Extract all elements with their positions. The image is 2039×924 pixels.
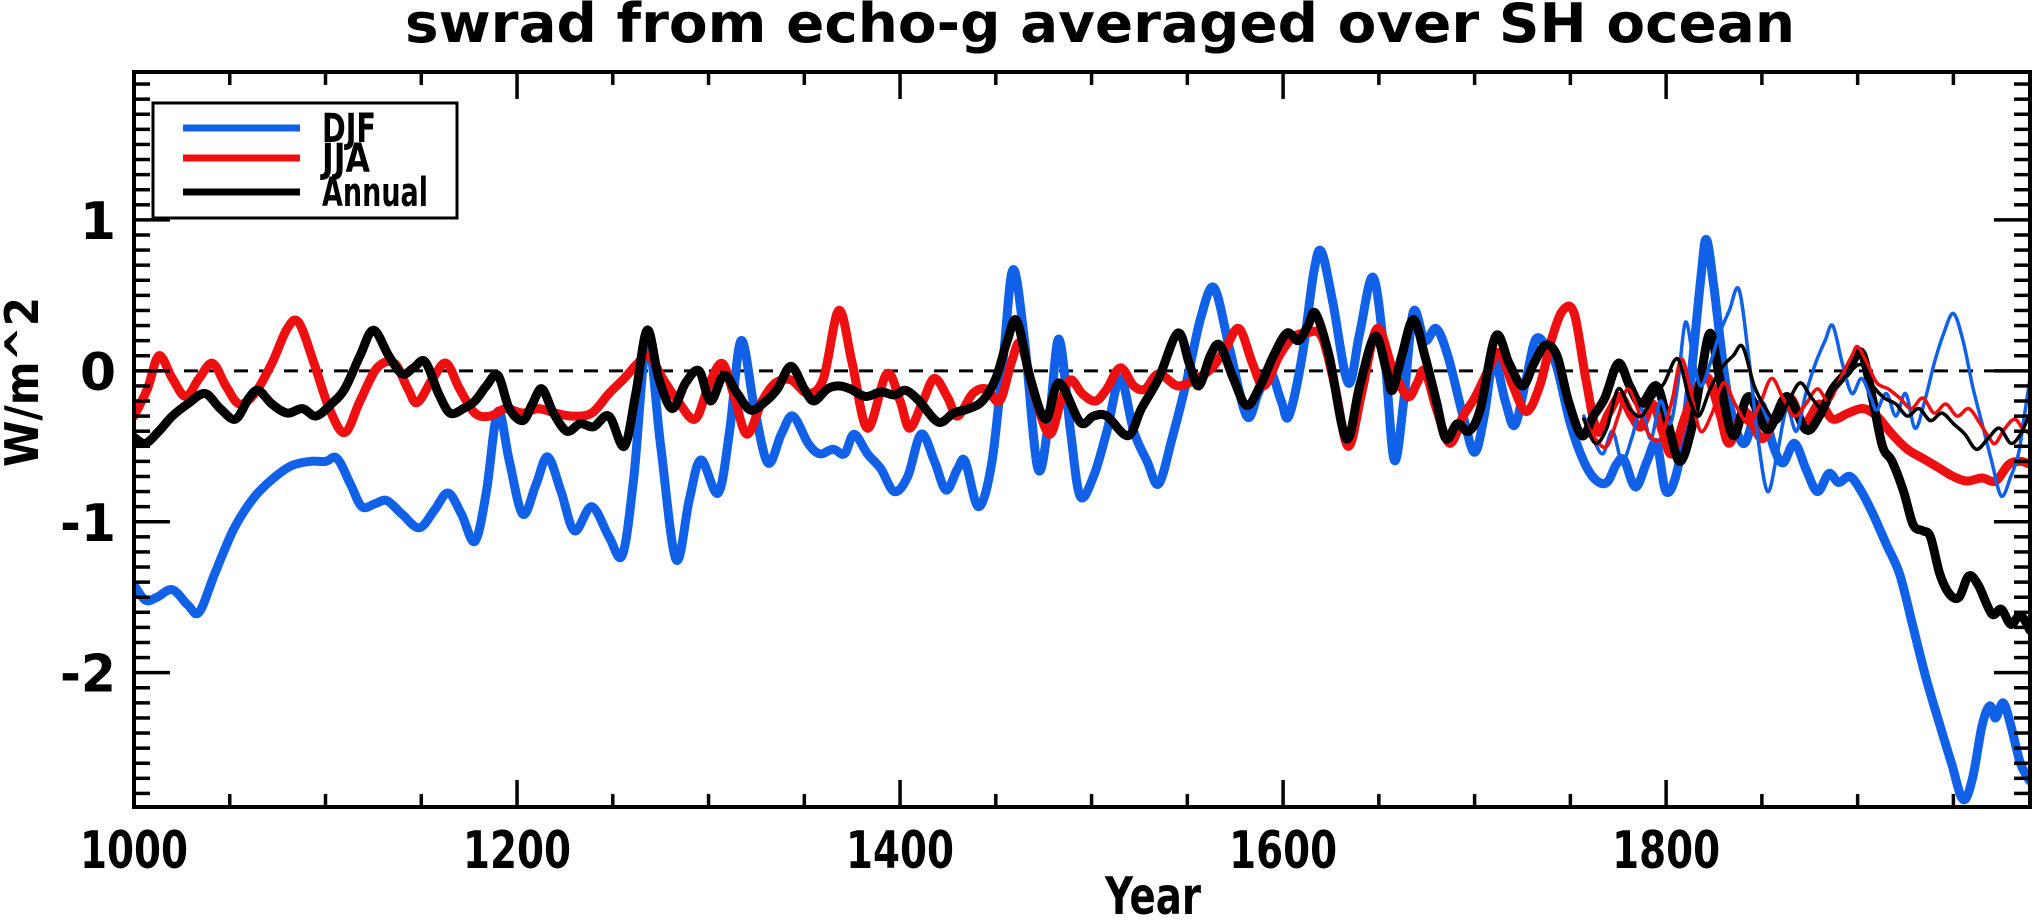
plot-frame (132, 70, 2032, 809)
legend-label-annual: Annual (322, 170, 428, 216)
x-tick-label: 1800 (1612, 821, 1720, 881)
y-tick-label: 0 (80, 343, 116, 403)
y-tick-label: 1 (80, 192, 116, 252)
y-tick-label: -1 (60, 494, 116, 554)
chart-title: swrad from echo-g averaged over SH ocean (405, 0, 1795, 55)
x-tick-label: 1200 (463, 821, 571, 881)
series-line-annual-ensemble-2-thin- (1582, 343, 2030, 452)
x-tick-label: 1000 (80, 821, 188, 881)
x-tick-label: 1600 (1229, 821, 1337, 881)
series-line-annual (134, 307, 2030, 635)
x-tick-label: 1400 (846, 821, 954, 881)
series-line-djf (134, 234, 2030, 805)
y-tick-label: -2 (60, 645, 116, 705)
series-line-djf-ensemble-2-thin- (1582, 286, 2030, 499)
y-axis-label: W/m^2 (0, 297, 49, 467)
x-axis-label: Year (1104, 867, 1201, 924)
legend-label-djf: DJF (322, 106, 376, 152)
legend-label-jja: JJA (320, 136, 370, 182)
series-line-jja-ensemble-2-thin- (1582, 344, 2030, 450)
